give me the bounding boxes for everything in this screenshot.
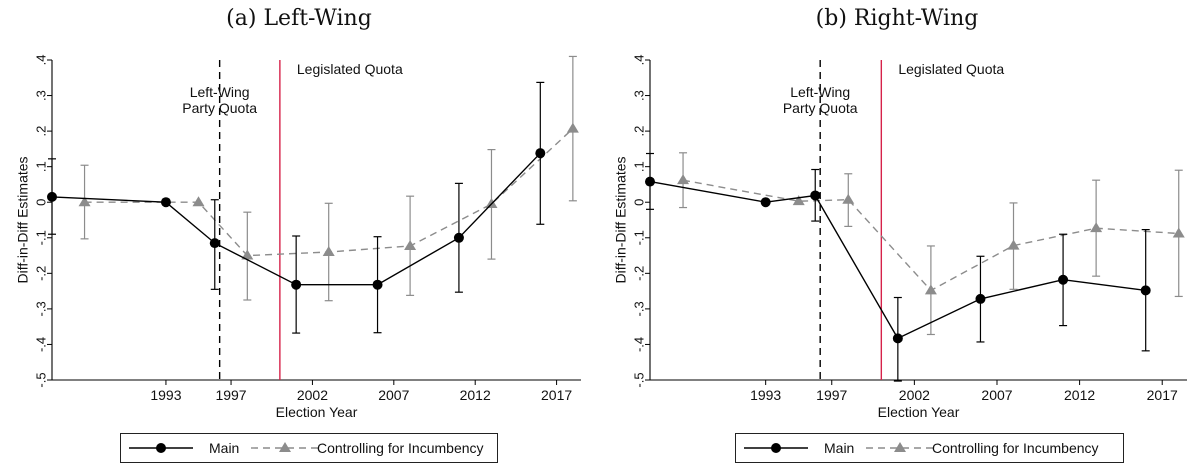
- panel-title: (b) Right-Wing: [815, 6, 979, 31]
- x-tick-label: 2012: [460, 387, 491, 403]
- y-tick-label: -.4: [33, 337, 48, 352]
- x-axis-title: Election Year: [276, 404, 358, 420]
- party-quota-label: Left-Wing: [190, 84, 250, 100]
- y-tick-label: 0: [631, 199, 646, 206]
- y-tick-label: -.2: [631, 266, 646, 281]
- legend: Main Controlling for Incumbency: [120, 433, 498, 463]
- panel-left-wing: (a) Left-Wing .4 .3 .2 .1 0 -.1 -.2 -.3 -.4 -.5 Di…: [0, 0, 598, 467]
- legend-incumbency-label: Controlling for Incumbency: [317, 440, 484, 456]
- y-tick-label: .1: [33, 161, 48, 172]
- x-tick-label: 2002: [899, 387, 930, 403]
- y-axis-title: Diff-in-Diff Estimates: [613, 156, 629, 283]
- y-tick-label: -.3: [631, 301, 646, 316]
- main-point: [810, 190, 821, 201]
- chart-left-wing: .4 .3 .2 .1 0 -.1 -.2 -.3 -.4 -.5 Diff-in-Diff Est…: [15, 55, 581, 420]
- incumbency-point: [78, 196, 91, 207]
- y-tick-label: .3: [33, 90, 48, 101]
- x-axis-title: Election Year: [878, 404, 960, 420]
- incumbency-point: [322, 246, 335, 256]
- y-tick-label: -.5: [33, 372, 48, 387]
- incumbency-point: [1172, 227, 1185, 238]
- main-point: [209, 238, 220, 249]
- incumbency-point: [1007, 239, 1020, 250]
- incumbency-point: [842, 193, 855, 204]
- incumbency-point: [1090, 222, 1103, 233]
- y-tick-label: .3: [631, 90, 646, 101]
- x-tick-label: 2002: [297, 387, 328, 403]
- y-tick-label: .4: [631, 55, 646, 66]
- y-tick-label: -.5: [631, 372, 646, 387]
- party-quota-label: Party Quota: [182, 100, 257, 116]
- x-tick-label: 1997: [215, 387, 246, 403]
- y-tick-label: .2: [631, 126, 646, 137]
- incumbency-point: [677, 174, 690, 185]
- legend-main-label: Main: [209, 440, 240, 456]
- legend-main-label: Main: [824, 440, 855, 456]
- x-tick-label: 2007: [981, 387, 1012, 403]
- party-quota-label: Party Quota: [783, 100, 858, 116]
- incumbency-point: [566, 122, 579, 133]
- main-point: [645, 176, 655, 187]
- y-tick-label: -.1: [631, 230, 646, 245]
- y-tick-label: .4: [33, 55, 48, 66]
- panel-right-wing: (b) Right-Wing .4 .3 .2 .1 0 -.1 -.2 -.3 -.4 -.5 D…: [598, 0, 1196, 467]
- x-tick-label: 2017: [541, 387, 572, 403]
- incumbency-point: [404, 239, 417, 250]
- y-tick-label: .2: [33, 126, 48, 137]
- main-point: [372, 279, 383, 290]
- y-tick-label: -.2: [33, 266, 48, 281]
- x-tick-label: 2012: [1064, 387, 1095, 403]
- main-point: [291, 279, 302, 290]
- legend: Main Controlling for Incumbency: [735, 433, 1124, 463]
- main-point: [1140, 285, 1151, 296]
- main-point: [535, 148, 546, 159]
- incumbency-point: [792, 195, 805, 206]
- main-point: [975, 293, 986, 304]
- y-tick-label: -.4: [631, 337, 646, 352]
- main-point: [1058, 274, 1069, 285]
- x-tick-label: 1997: [816, 387, 847, 403]
- legend-main-swatch: [744, 443, 808, 453]
- main-point: [892, 333, 903, 344]
- legislated-quota-label: Legislated Quota: [898, 61, 1004, 77]
- main-point: [453, 232, 464, 243]
- chart-right-wing: .4 .3 .2 .1 0 -.1 -.2 -.3 -.4 -.5 Diff-in-Diff Est…: [613, 55, 1187, 420]
- y-tick-label: -.3: [33, 301, 48, 316]
- main-point: [760, 197, 771, 208]
- y-axis-title: Diff-in-Diff Estimates: [15, 156, 31, 283]
- party-quota-label: Left-Wing: [790, 84, 850, 100]
- legislated-quota-label: Legislated Quota: [297, 61, 403, 77]
- main-point: [47, 191, 57, 202]
- x-tick-label: 1993: [150, 387, 181, 403]
- incumbency-point: [241, 249, 254, 260]
- x-tick-label: 1993: [750, 387, 781, 403]
- x-tick-label: 2007: [378, 387, 409, 403]
- y-tick-label: -.1: [33, 230, 48, 245]
- legend-incumbency-swatch: [866, 442, 934, 452]
- y-tick-label: 0: [33, 199, 48, 206]
- x-tick-label: 2017: [1147, 387, 1178, 403]
- legend-main-swatch: [129, 443, 193, 453]
- main-point: [160, 197, 171, 208]
- legend-incumbency-label: Controlling for Incumbency: [932, 440, 1099, 456]
- panel-title: (a) Left-Wing: [226, 6, 372, 31]
- legend-incumbency-swatch: [251, 442, 319, 452]
- incumbency-point: [192, 196, 205, 207]
- y-tick-label: .1: [631, 161, 646, 172]
- incumbency-point: [924, 284, 937, 295]
